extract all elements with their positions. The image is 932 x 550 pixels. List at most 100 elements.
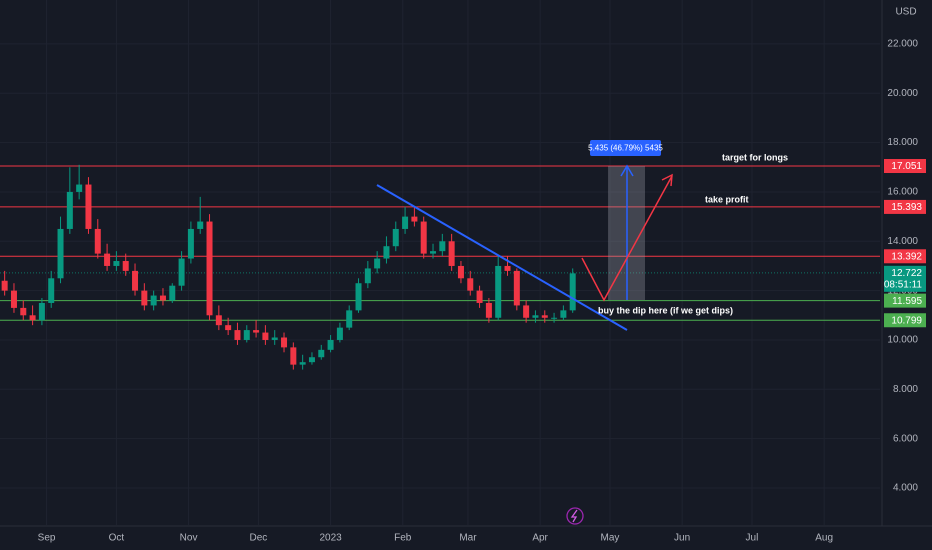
level-label: 10.799 — [891, 315, 922, 326]
x-tick-label: Apr — [532, 533, 548, 544]
candle-body — [38, 302, 45, 321]
level-tag — [884, 199, 926, 214]
candle-body — [113, 261, 120, 266]
candle-body — [281, 337, 288, 348]
candle-body — [495, 265, 502, 318]
candle-body — [318, 349, 325, 358]
candle-body — [76, 184, 83, 192]
candle-body — [94, 228, 101, 254]
drawings: 5.435 (46.79%) 5435 target for longs tak… — [376, 140, 788, 331]
y-tick-label: 16.000 — [887, 187, 918, 198]
y-tick-label: 22.000 — [887, 39, 918, 50]
y-tick-label: 18.000 — [887, 137, 918, 148]
candle-body — [430, 251, 437, 254]
candle-body — [85, 184, 92, 229]
measure-label-box — [590, 140, 661, 156]
axes: 4.0006.0008.00010.00012.00014.00016.0001… — [38, 39, 926, 544]
candle-body — [178, 258, 185, 286]
y-tick-label: 14.000 — [887, 236, 918, 247]
candle-body — [234, 330, 241, 340]
level-tag — [884, 249, 926, 264]
candle-body — [104, 253, 111, 266]
candle-body — [467, 278, 474, 291]
x-tick-label: Sep — [38, 533, 56, 544]
candle-body — [197, 221, 204, 229]
candle-body — [29, 315, 36, 321]
candle-body — [346, 310, 353, 328]
x-tick-label: Jul — [746, 533, 759, 544]
candle-body — [541, 315, 548, 318]
level-label: 11.595 — [892, 296, 922, 307]
take-profit-note: take profit — [705, 194, 749, 204]
candle-body — [1, 280, 8, 291]
candle-body — [411, 216, 418, 222]
candle-body — [439, 241, 446, 252]
measure-label: 5.435 (46.79%) 5435 — [588, 144, 663, 153]
candle-body — [327, 339, 334, 350]
candle-body — [150, 295, 157, 306]
candle-body — [20, 307, 27, 316]
candle-body — [457, 265, 464, 279]
candle-body — [448, 241, 455, 266]
level-label: 15.393 — [891, 202, 922, 213]
candle-body — [243, 330, 250, 340]
measure-arrowhead — [620, 164, 634, 177]
candle-body — [225, 325, 232, 331]
projection-path — [581, 175, 673, 302]
candle-body — [215, 315, 222, 326]
candle-body — [336, 327, 343, 340]
candle-body — [420, 221, 427, 254]
candle-body — [402, 216, 409, 229]
level-label: 17.051 — [891, 161, 922, 172]
candle-body — [10, 290, 17, 308]
candles — [1, 164, 576, 370]
y-tick-label: 20.000 — [887, 88, 918, 99]
candle-body — [308, 357, 315, 363]
candle-body — [159, 295, 166, 301]
candle-body — [57, 228, 64, 279]
candle-body — [48, 278, 55, 303]
level-label: 13.392 — [891, 251, 922, 262]
candle-body — [532, 315, 539, 318]
level-tag — [884, 313, 926, 328]
level-tag — [884, 293, 926, 308]
lightning-bolt — [570, 509, 578, 523]
candle-body — [262, 332, 269, 340]
target-note: target for longs — [722, 152, 788, 162]
projection-arrowhead — [661, 173, 673, 187]
x-tick-label: Aug — [815, 533, 833, 544]
candle-body — [523, 305, 530, 318]
candle-body — [132, 270, 139, 291]
candle-body — [560, 310, 567, 318]
candle-body — [504, 265, 511, 271]
candle-body — [383, 246, 390, 259]
x-tick-label: Jun — [674, 533, 690, 544]
current-price-tag — [884, 265, 926, 292]
candle-body — [476, 290, 483, 303]
candle-body — [187, 228, 194, 259]
candle-body — [569, 273, 576, 311]
lightning-icon[interactable] — [566, 507, 584, 525]
y-tick-label: 6.000 — [893, 433, 918, 444]
candle-body — [271, 337, 278, 340]
y-tick-label: 8.000 — [893, 384, 918, 395]
candle-body — [513, 270, 520, 306]
countdown: 08:51:11 — [884, 279, 923, 290]
x-tick-label: May — [600, 533, 619, 544]
candle-body — [299, 362, 306, 365]
candle-body — [374, 258, 381, 269]
candle-body — [253, 330, 260, 333]
buy-note: buy the dip here (if we get dips) — [598, 305, 733, 315]
candle-body — [290, 347, 297, 365]
candle-body — [392, 228, 399, 247]
candle-body — [551, 317, 558, 319]
trendline — [376, 184, 628, 331]
x-tick-label: Nov — [180, 533, 198, 544]
candle-body — [206, 221, 213, 316]
candle-body — [485, 302, 492, 318]
candle-body — [169, 285, 176, 301]
current-price-label: 12.722 — [891, 268, 922, 279]
candle-body — [122, 261, 129, 271]
x-tick-label: Mar — [459, 533, 477, 544]
